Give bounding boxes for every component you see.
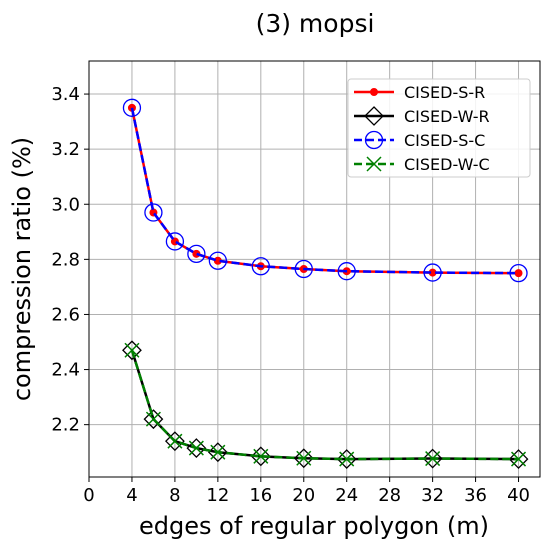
y-axis-label: compression ratio (%) xyxy=(8,137,36,401)
x-tick-label: 0 xyxy=(83,485,94,506)
y-tick-label: 2.6 xyxy=(51,304,80,325)
data-point xyxy=(294,259,313,279)
data-point xyxy=(187,244,206,263)
data-point xyxy=(370,88,378,96)
x-tick-label: 36 xyxy=(464,485,487,506)
series-line xyxy=(130,349,519,461)
data-point xyxy=(364,106,384,126)
data-point xyxy=(207,442,228,463)
legend-label: CISED-S-R xyxy=(404,83,485,102)
legend: CISED-S-R CISED-W-R CISED-S-C CISED-W-C xyxy=(347,78,531,178)
legend-label: CISED-S-C xyxy=(404,131,485,150)
y-tick-label: 2.2 xyxy=(51,415,80,436)
data-point xyxy=(336,449,357,470)
legend-item: CISED-S-C xyxy=(354,130,485,150)
data-point xyxy=(339,451,355,467)
data-point xyxy=(164,431,185,452)
data-point xyxy=(509,263,528,283)
data-point xyxy=(514,269,523,278)
data-point xyxy=(366,156,382,172)
data-point xyxy=(253,448,269,464)
data-point xyxy=(208,251,228,270)
x-tick-label: 40 xyxy=(507,485,530,506)
legend-item: CISED-W-C xyxy=(354,155,490,174)
x-tick-label: 8 xyxy=(169,485,180,506)
data-point xyxy=(296,450,312,466)
legend-item: CISED-S-R xyxy=(354,83,485,102)
plot-frame xyxy=(88,60,541,478)
y-tick-label: 3.0 xyxy=(51,194,80,215)
y-tick-label: 2.8 xyxy=(51,249,80,270)
y-tick-label: 2.4 xyxy=(51,360,80,381)
x-tick-label: 20 xyxy=(292,485,315,506)
data-point xyxy=(145,411,161,427)
data-point xyxy=(337,262,356,281)
series-layer xyxy=(122,98,529,470)
data-point xyxy=(508,449,529,470)
x-tick-label: 12 xyxy=(206,485,229,506)
data-point xyxy=(210,444,226,460)
data-point xyxy=(186,438,207,458)
y-tick-label: 3.4 xyxy=(51,84,80,105)
data-point xyxy=(124,342,140,358)
data-point xyxy=(188,440,204,456)
legend-label: CISED-W-C xyxy=(404,155,490,174)
legend-label: CISED-W-R xyxy=(404,107,490,126)
legend-box xyxy=(347,78,531,178)
series-cised-w-c xyxy=(124,342,527,467)
data-point xyxy=(144,203,163,222)
x-tick-label: 32 xyxy=(421,485,444,506)
ticks: 0 4 8 12 16 20 24 28 32 36 40 2.2 2.4 2.6 2.8 3.0 3.2 3.4 xyxy=(51,84,530,506)
data-point xyxy=(293,448,314,469)
data-point xyxy=(122,340,142,361)
x-tick-label: 16 xyxy=(249,485,272,506)
series-cised-s-c xyxy=(122,98,528,283)
series-line xyxy=(130,349,519,461)
x-tick-label: 28 xyxy=(378,485,401,506)
data-point xyxy=(425,451,441,467)
data-point xyxy=(251,257,270,276)
data-point xyxy=(167,433,183,449)
data-point xyxy=(364,130,384,150)
x-axis-label: edges of regular polygon (m) xyxy=(139,512,489,540)
series-cised-w-r xyxy=(122,340,529,470)
y-tick-label: 3.2 xyxy=(51,139,80,160)
data-point xyxy=(510,451,527,467)
data-point xyxy=(122,98,142,117)
data-point xyxy=(143,409,164,430)
data-point xyxy=(422,448,443,469)
series-line xyxy=(130,107,519,275)
x-tick-label: 24 xyxy=(335,485,358,506)
data-point xyxy=(423,263,442,282)
data-point xyxy=(165,232,185,251)
legend-item: CISED-W-R xyxy=(354,106,490,126)
chart-title: (3) mopsi xyxy=(256,9,375,38)
data-point xyxy=(250,446,271,467)
x-tick-label: 4 xyxy=(126,485,137,506)
